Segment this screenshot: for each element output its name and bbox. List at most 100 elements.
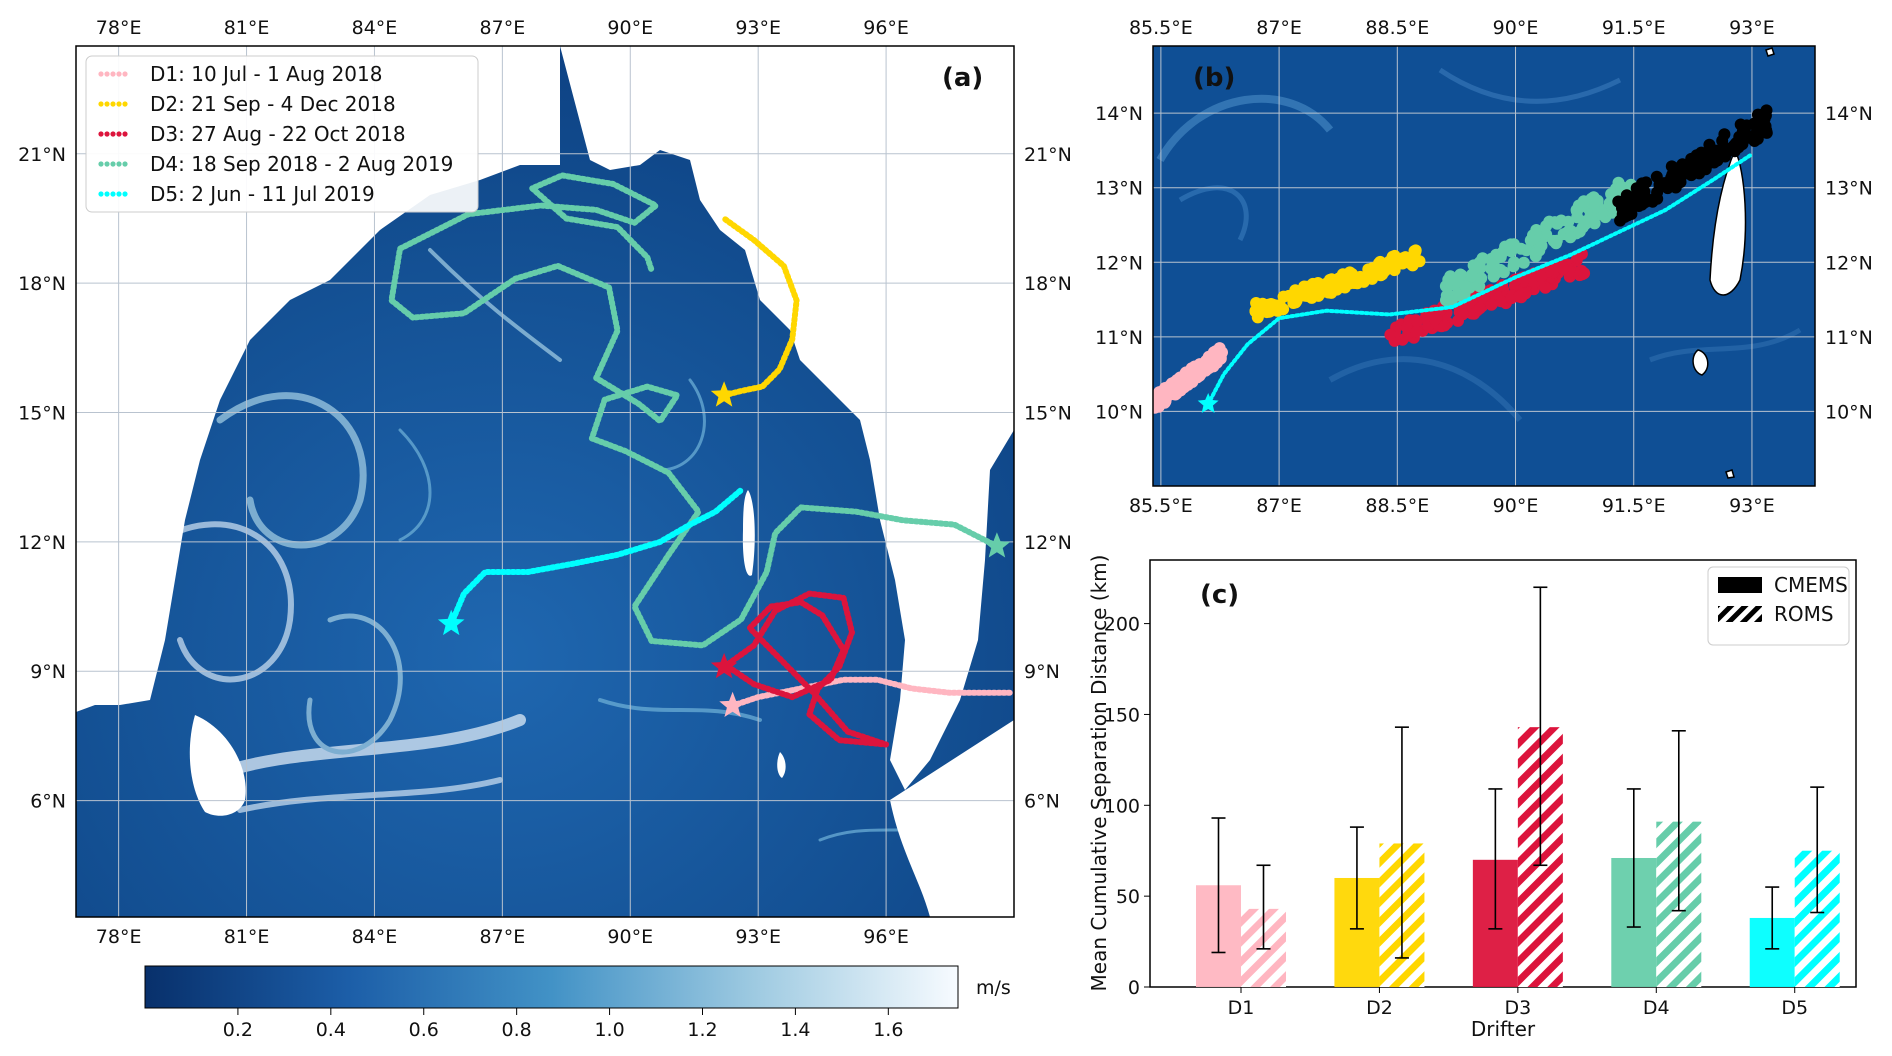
ensemble-point-cmems — [1718, 128, 1731, 141]
ensemble-point-cmems — [1620, 191, 1633, 204]
panel-c-xlabel: Drifter — [1471, 1017, 1536, 1041]
ensemble-point-d4 — [1520, 244, 1533, 257]
island-small-b1 — [1765, 47, 1775, 57]
drifter-track-d4 — [388, 172, 1000, 649]
ensemble-point-d4 — [1564, 231, 1577, 244]
lat-tick-label: 14°N — [1095, 103, 1143, 125]
ensemble-point-d1 — [1188, 360, 1201, 373]
legend-marker-d4 — [110, 161, 116, 167]
ensemble-point-d4 — [1570, 204, 1583, 216]
lat-tick-label: 13°N — [1825, 178, 1873, 200]
panel-b-clouds — [1153, 104, 1773, 414]
legend-label-d5: D5: 2 Jun - 11 Jul 2019 — [150, 182, 375, 206]
legend-marker-d4 — [98, 161, 104, 167]
legend-marker-d5 — [110, 191, 116, 197]
colorbar-unit: m/s — [976, 977, 1011, 999]
ensemble-point-d2 — [1409, 244, 1422, 257]
y-tick-label: 200 — [1104, 614, 1140, 636]
lon-tick-label: 81°E — [224, 17, 270, 39]
panel-c-ticks: D1 D2 D3 D4 D5 0 50 100 150 200 — [1104, 614, 1808, 1019]
lat-tick-label: 11°N — [1825, 327, 1873, 349]
ensemble-point-cmems — [1669, 181, 1682, 194]
lon-tick-label: 88.5°E — [1365, 495, 1429, 517]
legend-marker-d5 — [116, 191, 122, 197]
lat-tick-label: 18°N — [18, 273, 66, 295]
lat-tick-label: 6°N — [30, 791, 66, 813]
lon-tick-label: 93°E — [1729, 495, 1775, 517]
colorbar-ticks: 0.2 0.4 0.6 0.8 1.0 1.2 1.4 1.6 — [223, 1008, 903, 1041]
ensemble-point-d3 — [1410, 325, 1423, 338]
start-star-d3 — [710, 652, 738, 679]
ensemble-point-d2 — [1303, 286, 1316, 299]
legend-marker-d2 — [116, 101, 122, 107]
ensemble-point-d3 — [1473, 302, 1486, 315]
ensemble-point-d1 — [1185, 373, 1198, 386]
panel-a-start-markers — [437, 381, 1011, 717]
ensemble-point-cmems — [1631, 187, 1644, 200]
panel-b-frame — [1152, 45, 1816, 487]
lat-tick-label: 12°N — [1095, 252, 1143, 274]
colorbar-tick-label: 0.4 — [316, 1019, 346, 1041]
ensemble-point-d1 — [1174, 371, 1187, 384]
ensemble-point-d1 — [1203, 353, 1215, 366]
ensemble-point-d1 — [1156, 388, 1169, 400]
lat-tick-label: 15°N — [1024, 403, 1072, 425]
colorbar-tick-label: 1.6 — [873, 1019, 903, 1041]
legend-marker-d3 — [104, 131, 110, 137]
panel-b-islands — [1692, 47, 1775, 479]
start-star-d1 — [719, 691, 746, 717]
lon-tick-label: 90°E — [607, 17, 653, 39]
ensemble-point-d3 — [1429, 313, 1441, 326]
legend-marker-d2 — [110, 101, 116, 107]
ensemble-point-d2 — [1251, 311, 1264, 324]
ensemble-point-d4 — [1530, 247, 1543, 260]
lon-tick-label: 88.5°E — [1365, 17, 1429, 39]
lat-tick-label: 14°N — [1825, 103, 1873, 125]
ensemble-point-d2 — [1327, 279, 1340, 292]
ensemble-point-d2 — [1388, 250, 1401, 263]
lon-tick-label: 78°E — [96, 926, 142, 948]
x-tick-label: D5 — [1781, 997, 1808, 1019]
colorbar-tick-label: 1.2 — [687, 1019, 717, 1041]
ensemble-point-d4 — [1550, 234, 1563, 247]
lon-tick-label: 87°E — [480, 926, 526, 948]
y-tick-label: 0 — [1128, 977, 1140, 999]
ensemble-point-d1 — [1170, 383, 1183, 395]
nicobar-islands — [777, 752, 786, 778]
colorbar-bar — [144, 965, 959, 1009]
legend-label-d4: D4: 18 Sep 2018 - 2 Aug 2019 — [150, 152, 453, 176]
ensemble-point-cmems — [1650, 191, 1662, 204]
bangladesh-myanmar-land — [560, 46, 1014, 790]
legend-marker-d3 — [98, 131, 104, 137]
legend-box — [85, 55, 479, 213]
andaman-islands — [742, 490, 755, 576]
lat-tick-label: 21°N — [18, 144, 66, 166]
lat-tick-label: 18°N — [1024, 273, 1072, 295]
lat-tick-label: 12°N — [1825, 252, 1873, 274]
legend-marker-d2 — [122, 101, 128, 107]
lat-tick-label: 12°N — [1024, 532, 1072, 554]
legend-marker-d1 — [110, 71, 116, 77]
sri-lanka-land — [189, 715, 246, 816]
legend-marker-d1 — [104, 71, 110, 77]
ensemble-point-cmems — [1703, 138, 1716, 151]
ensemble-point-cmems — [1699, 163, 1712, 176]
lon-tick-label: 91.5°E — [1602, 495, 1666, 517]
legend-marker-d1 — [98, 71, 104, 77]
ensemble-point-d4 — [1605, 188, 1618, 200]
ensemble-point-cmems — [1633, 198, 1646, 211]
ensemble-point-d3 — [1452, 314, 1464, 327]
x-tick-label: D1 — [1228, 997, 1255, 1019]
legend-marker-d1 — [116, 71, 122, 77]
legend-marker-d2 — [98, 101, 104, 107]
drifter-track-d3 — [721, 590, 890, 748]
legend-marker-d5 — [98, 191, 104, 197]
ensemble-point-d4 — [1494, 251, 1507, 263]
drifter-track-d5 — [1206, 152, 1754, 406]
ensemble-point-d2 — [1277, 290, 1290, 303]
start-star-d5 — [1197, 393, 1219, 413]
lat-tick-label: 12°N — [18, 532, 66, 554]
ensemble-point-d4 — [1508, 256, 1520, 269]
ensemble-point-d4 — [1485, 262, 1498, 275]
ensemble-point-d3 — [1513, 290, 1526, 303]
